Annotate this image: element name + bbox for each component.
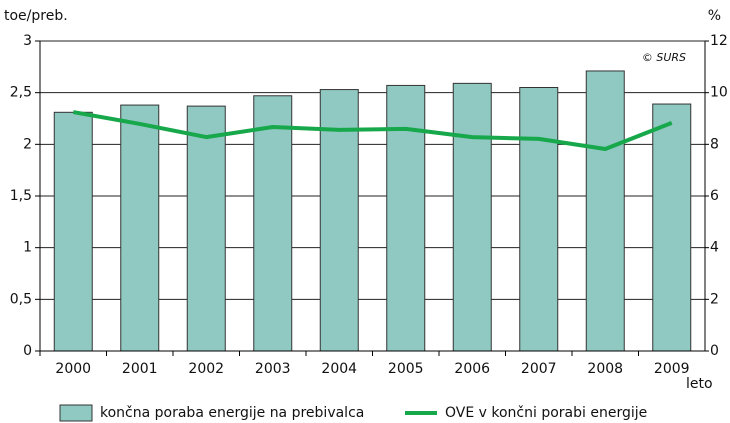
- y2-axis-label: %: [708, 8, 721, 24]
- y2-tick-label: 10: [710, 85, 728, 101]
- x-tick-label: 2000: [55, 361, 91, 377]
- y2-tick-label: 8: [710, 136, 719, 152]
- y-tick-label: 1,5: [10, 188, 32, 204]
- y2-tick-label: 12: [710, 33, 728, 49]
- x-tick-label: 2009: [654, 361, 690, 377]
- y2-tick-label: 0: [710, 343, 719, 359]
- legend-label: končna poraba energije na prebivalca: [100, 405, 364, 421]
- line: [72, 110, 673, 151]
- legend-swatch: [59, 404, 93, 422]
- x-tick-label: 2002: [188, 361, 224, 377]
- x-tick-label: 2001: [122, 361, 158, 377]
- y-tick-label: 0: [23, 343, 32, 359]
- x-axis-label: leto: [686, 376, 713, 392]
- x-tick-label: 2007: [521, 361, 557, 377]
- y2-tick-label: 2: [710, 291, 719, 307]
- legend-label: OVE v končni porabi energije: [445, 405, 647, 421]
- bar: [319, 89, 359, 352]
- x-tick-label: 2006: [454, 361, 490, 377]
- y2-tick-label: 6: [710, 188, 719, 204]
- bar: [53, 111, 93, 352]
- bar: [253, 95, 293, 352]
- y-tick-label: 1: [23, 240, 32, 256]
- y-tick-label: 2: [23, 136, 32, 152]
- bar: [120, 104, 160, 352]
- bar: [452, 82, 492, 352]
- y-tick-label: 0,5: [10, 291, 32, 307]
- x-tick-label: 2004: [321, 361, 357, 377]
- y-axis-label: toe/preb.: [4, 8, 68, 24]
- x-tick-label: 2005: [388, 361, 424, 377]
- bar: [386, 84, 426, 352]
- x-tick-label: 2003: [255, 361, 291, 377]
- bar: [585, 70, 625, 352]
- bar: [519, 87, 559, 352]
- bar: [186, 105, 226, 352]
- y2-tick-label: 4: [710, 240, 719, 256]
- annotation: © SURS: [642, 51, 686, 64]
- bar: [652, 103, 692, 352]
- x-tick-label: 2008: [587, 361, 623, 377]
- y-tick-label: 3: [23, 33, 32, 49]
- y-tick-label: 2,5: [10, 85, 32, 101]
